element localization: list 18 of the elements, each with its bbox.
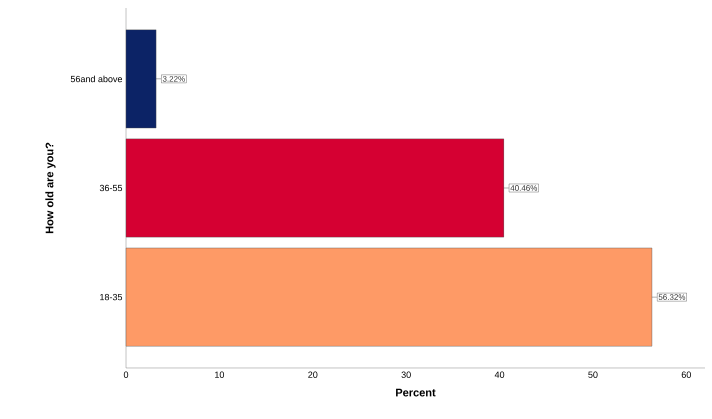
y-tick-label: 18-35 [100,294,122,300]
data-label: 40.46% [510,185,538,191]
bar [126,138,504,238]
x-tick-label: 40 [494,372,504,378]
data-label: 3.22% [162,76,185,82]
x-tick-label: 10 [215,372,224,378]
x-tick-label: 20 [308,372,318,378]
y-tick-label: 36-55 [100,184,122,192]
x-tick-label: 50 [588,372,598,378]
x-tick-label: 60 [682,372,691,378]
x-axis-title: Percent [396,388,436,396]
y-axis-title: How old are you? [45,142,56,234]
y-tick-label: 56and above [70,76,122,82]
x-tick-label: 30 [402,372,411,378]
bar [126,248,652,346]
x-tick-label: 0 [124,372,128,378]
data-label: 56.32% [658,294,686,300]
bar [126,30,156,128]
